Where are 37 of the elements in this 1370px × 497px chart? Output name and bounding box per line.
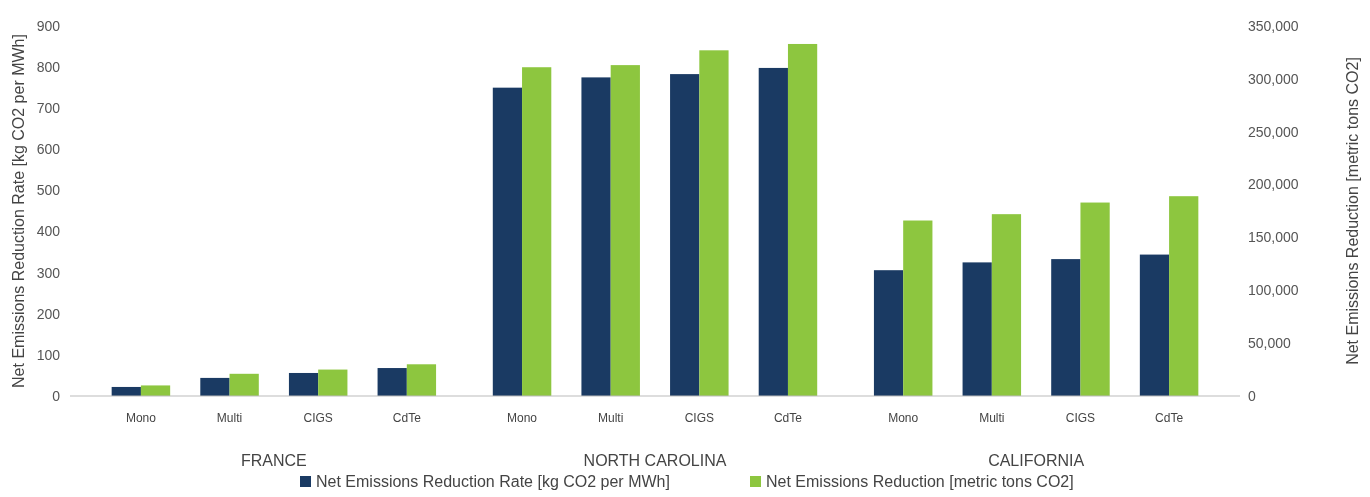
y-tick-label: 500 <box>36 182 61 199</box>
x-tick-label: CdTe <box>392 411 422 425</box>
x-tick-label: Multi <box>979 411 1005 425</box>
x-tick-label: CIGS <box>1065 411 1096 425</box>
x-tick-label: CdTe <box>1155 411 1184 425</box>
legend-label: Net Emissions Reduction [metric tons CO2] <box>766 473 1074 490</box>
y-axis-title: Net Emissions Reduction Rate [kg CO2 per MWh] <box>10 34 27 388</box>
y-tick-label: 800 <box>36 59 61 76</box>
x-tick-label: CIGS <box>684 411 714 425</box>
y-tick-label: 400 <box>36 223 61 240</box>
y-tick-label: 300 <box>36 264 61 281</box>
y2-tick-label: 300,000 <box>1248 70 1299 87</box>
y2-tick-label: 250,000 <box>1248 123 1299 140</box>
y-tick-label: 700 <box>36 100 61 117</box>
text: FRANCE <box>240 452 307 469</box>
x-tick-label: CdTe <box>773 411 803 425</box>
x-tick-label: Multi <box>216 411 243 425</box>
y2-tick-label: 350,000 <box>1248 17 1299 34</box>
y-tick-label: 900 <box>36 17 61 34</box>
legend-label: Net Emissions Reduction Rate [kg CO2 per MWh] <box>316 473 670 490</box>
text: CALIFORNIA <box>988 452 1085 469</box>
y2-tick-label: 0 <box>1248 387 1256 404</box>
x-tick-label: Mono <box>125 411 157 425</box>
y2-tick-label: 200,000 <box>1248 176 1299 193</box>
y2-tick-label: 100,000 <box>1248 282 1299 299</box>
y-tick-label: 600 <box>36 141 61 158</box>
y-tick-label: 0 <box>52 387 61 404</box>
y2-axis-title: Net Emissions Reduction [metric tons CO2] <box>1344 57 1361 365</box>
x-tick-label: Multi <box>598 411 624 425</box>
y2-tick-label: 150,000 <box>1248 229 1299 246</box>
y2-tick-label: 50,000 <box>1248 335 1292 352</box>
y-tick-label: 200 <box>36 305 61 322</box>
x-tick-label: Mono <box>888 411 919 425</box>
x-tick-label: Mono <box>507 411 538 425</box>
text: NORTH CAROLINA <box>583 452 727 469</box>
y-tick-label: 100 <box>36 346 61 363</box>
x-tick-label: CIGS <box>303 411 333 425</box>
